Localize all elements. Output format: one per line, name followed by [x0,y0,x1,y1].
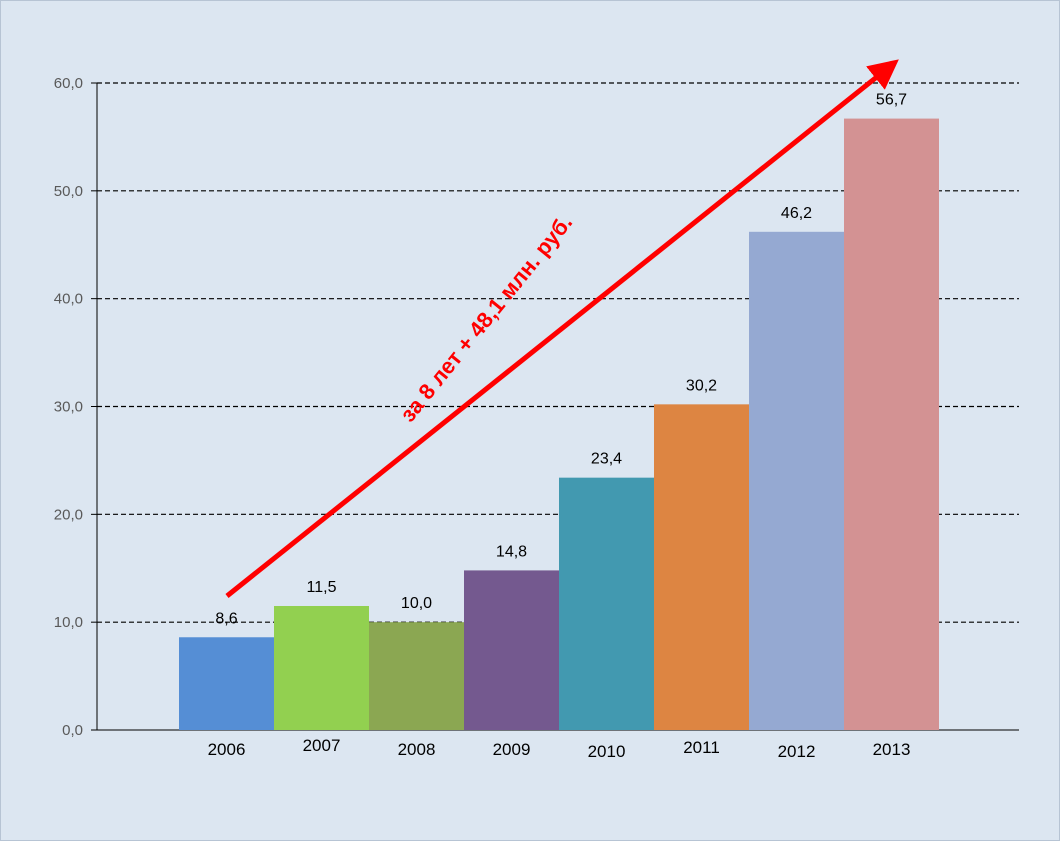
x-axis-ticks: 2006 2007 2008 2009 2010 2011 2012 2013 [208,736,911,761]
data-labels: 8,6 11,5 10,0 14,8 23,4 30,2 46,2 56,7 [215,92,907,628]
data-label-2006: 8,6 [215,610,237,627]
data-label-2011: 30,2 [686,377,717,394]
bar-2012 [749,231,844,730]
annotation-text: за 8 лет + 48,1 млн. руб. [395,210,577,427]
bar-2011 [654,404,749,730]
x-tick-label-2011: 2011 [683,738,720,757]
x-tick-label-2007: 2007 [303,736,341,755]
x-tick-label-2013: 2013 [873,740,911,759]
data-label-2013: 56,7 [876,92,907,109]
y-tick-label: 0,0 [62,722,83,739]
y-axis-ticks: 0,0 10,0 20,0 30,0 40,0 50,0 60,0 [54,75,97,739]
x-tick-label-2006: 2006 [208,740,246,759]
bar-2006 [179,637,274,730]
trend-arrow [225,59,899,598]
bar-2013 [844,118,939,730]
y-tick-label: 30,0 [54,399,83,416]
y-tick-label: 60,0 [54,75,83,92]
y-tick-label: 40,0 [54,291,83,308]
bar-2010 [559,477,654,730]
data-label-2007: 11,5 [307,579,337,596]
bar-2009 [464,570,559,730]
x-tick-label-2009: 2009 [493,740,531,759]
data-label-2008: 10,0 [401,595,432,612]
bar-2007 [274,605,369,730]
data-label-2012: 46,2 [781,205,812,222]
bars [179,118,939,730]
x-tick-label-2010: 2010 [588,742,626,761]
y-tick-label: 20,0 [54,506,83,523]
x-tick-label-2008: 2008 [398,740,436,759]
data-label-2009: 14,8 [496,543,527,560]
data-label-2010: 23,4 [591,451,622,468]
y-tick-label: 50,0 [54,183,83,200]
bar-2008 [369,622,464,730]
y-tick-label: 10,0 [54,614,83,631]
x-tick-label-2012: 2012 [778,742,816,761]
